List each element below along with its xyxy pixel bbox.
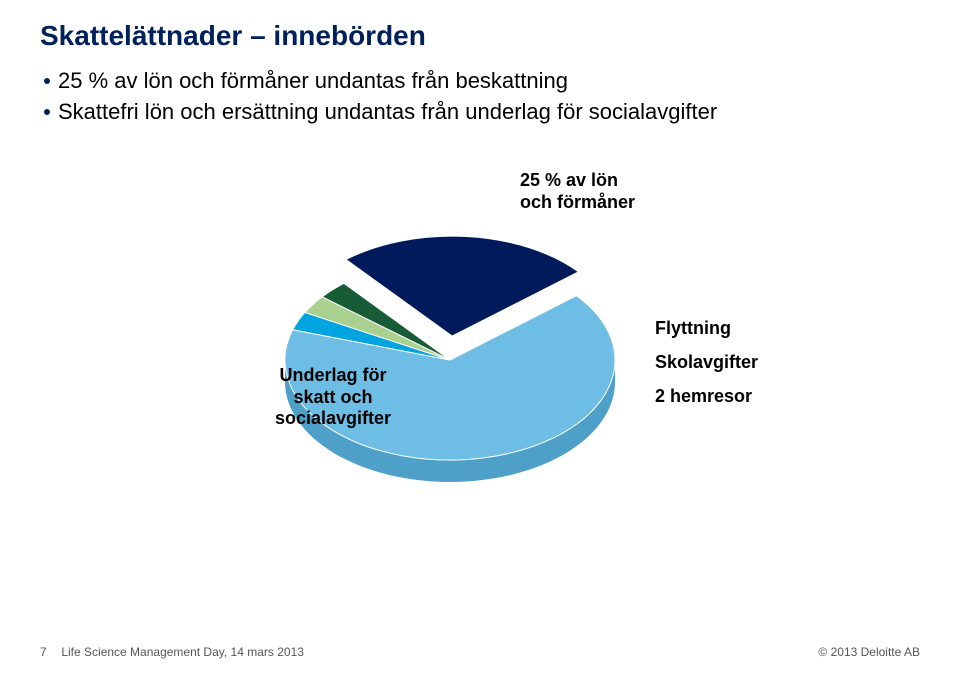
page-title: Skattelättnader – innebörden <box>40 20 920 52</box>
pie-label-tax-base: Underlag förskatt ochsocialavgifter <box>275 365 391 430</box>
pie-label-school: Skolavgifter <box>655 352 758 374</box>
pie-chart: 25 % av lönoch förmåner Flyttning Skolav… <box>150 170 810 570</box>
bullet-dot <box>44 109 50 115</box>
bullet-text: 25 % av lön och förmåner undantas från b… <box>58 66 568 97</box>
footer-page: 7 <box>40 645 58 659</box>
bullet-dot <box>44 78 50 84</box>
bullet-item: 25 % av lön och förmåner undantas från b… <box>44 66 920 97</box>
pie-label-salary-25: 25 % av lönoch förmåner <box>520 170 635 213</box>
footer-right: © 2013 Deloitte AB <box>818 645 920 659</box>
bullet-text: Skattefri lön och ersättning undantas fr… <box>58 97 717 128</box>
pie-label-relocation: Flyttning <box>655 318 731 340</box>
footer-left: 7 Life Science Management Day, 14 mars 2… <box>40 645 304 659</box>
pie-label-travel: 2 hemresor <box>655 386 752 408</box>
bullet-item: Skattefri lön och ersättning undantas fr… <box>44 97 920 128</box>
footer-left-text: Life Science Management Day, 14 mars 201… <box>61 645 304 659</box>
bullet-list: 25 % av lön och förmåner undantas från b… <box>44 66 920 128</box>
footer: 7 Life Science Management Day, 14 mars 2… <box>40 645 920 659</box>
